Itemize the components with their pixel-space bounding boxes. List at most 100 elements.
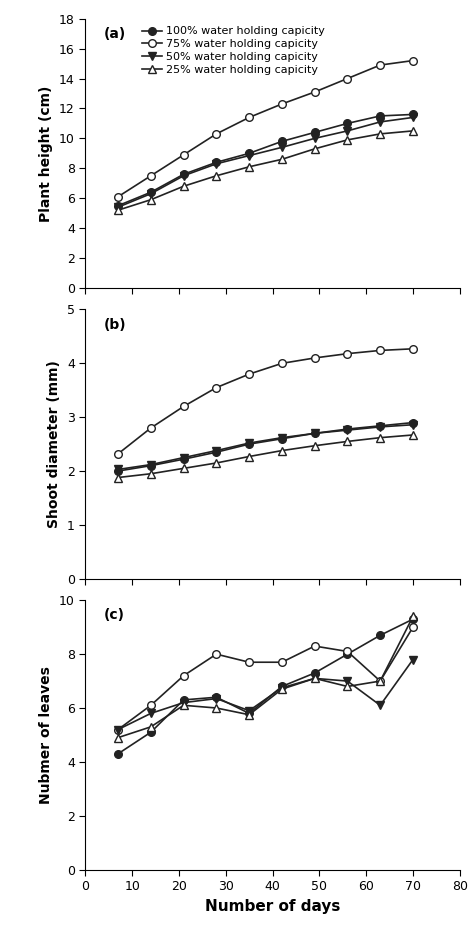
75% water holding capicity [279,656,285,668]
75% water holding capicity [279,358,285,369]
Line: 75% water holding capicity: 75% water holding capicity [114,345,417,457]
25% water holding capicity [115,732,121,743]
50% water holding capicity [213,445,219,456]
100% water holding capicity [312,668,318,679]
100% water holding capicity [148,726,154,738]
50% water holding capicity [181,697,186,708]
75% water holding capicity [279,98,285,109]
75% water holding capicity [345,348,350,359]
75% water holding capicity [410,343,416,354]
50% water holding capicity [312,673,318,684]
50% water holding capicity [181,452,186,463]
75% water holding capicity [246,656,252,668]
75% water holding capicity [115,191,121,202]
25% water holding capicity [213,170,219,181]
25% water holding capicity [279,153,285,165]
75% water holding capicity [377,60,383,71]
100% water holding capicity [213,692,219,703]
75% water holding capicity [115,448,121,459]
Line: 25% water holding capicity: 25% water holding capicity [114,612,417,741]
25% water holding capicity [410,125,416,137]
Text: (a): (a) [104,27,126,41]
75% water holding capicity [345,646,350,657]
25% water holding capicity [246,709,252,720]
Y-axis label: Shoot diameter (mm): Shoot diameter (mm) [47,360,61,528]
100% water holding capicity [181,453,186,465]
Legend: 100% water holding capicity, 75% water holding capicity, 50% water holding capic: 100% water holding capicity, 75% water h… [139,24,328,77]
50% water holding capicity [148,708,154,719]
25% water holding capicity [213,457,219,468]
Y-axis label: Nubmer of leaves: Nubmer of leaves [39,666,54,804]
25% water holding capicity [246,161,252,172]
50% water holding capicity [246,705,252,716]
25% water holding capicity [312,673,318,684]
100% water holding capicity [377,420,383,431]
50% water holding capicity [115,464,121,475]
100% water holding capicity [345,649,350,660]
25% water holding capicity [312,143,318,154]
25% water holding capicity [181,180,186,192]
75% water holding capicity [213,649,219,660]
50% water holding capicity [410,419,416,430]
100% water holding capicity [312,127,318,138]
100% water holding capicity [279,136,285,147]
50% water holding capicity [410,112,416,123]
50% water holding capicity [377,116,383,127]
50% water holding capicity [279,142,285,153]
25% water holding capicity [181,699,186,711]
100% water holding capicity [410,108,416,120]
100% water holding capicity [279,681,285,692]
75% water holding capicity [115,724,121,735]
25% water holding capicity [115,205,121,216]
50% water holding capicity [213,158,219,169]
50% water holding capicity [115,202,121,213]
50% water holding capicity [246,150,252,161]
75% water holding capicity [148,699,154,711]
75% water holding capicity [181,401,186,412]
100% water holding capicity [181,168,186,180]
25% water holding capicity [279,683,285,695]
100% water holding capicity [148,460,154,471]
75% water holding capicity [345,73,350,84]
50% water holding capicity [279,432,285,443]
50% water holding capicity [148,459,154,470]
50% water holding capicity [246,438,252,449]
75% water holding capicity [246,112,252,123]
75% water holding capicity [213,382,219,394]
50% water holding capicity [377,422,383,433]
25% water holding capicity [312,440,318,452]
25% water holding capicity [345,681,350,692]
Line: 100% water holding capicity: 100% water holding capicity [114,110,417,209]
50% water holding capicity [345,125,350,137]
100% water holding capicity [312,427,318,439]
25% water holding capicity [148,194,154,206]
100% water holding capicity [246,148,252,159]
75% water holding capicity [410,622,416,633]
75% water holding capicity [377,345,383,356]
75% water holding capicity [148,423,154,434]
75% water holding capicity [246,368,252,380]
75% water holding capicity [181,670,186,682]
Line: 50% water holding capicity: 50% water holding capicity [114,655,417,733]
100% water holding capicity [148,187,154,198]
100% water holding capicity [246,708,252,719]
Line: 100% water holding capicity: 100% water holding capicity [114,419,417,475]
25% water holding capicity [410,429,416,440]
25% water holding capicity [377,675,383,686]
75% water holding capicity [312,86,318,97]
Line: 25% water holding capicity: 25% water holding capicity [114,127,417,214]
50% water holding capicity [345,675,350,686]
100% water holding capicity [410,417,416,428]
50% water holding capicity [345,424,350,436]
Line: 75% water holding capicity: 75% water holding capicity [114,624,417,733]
100% water holding capicity [181,695,186,706]
100% water holding capicity [345,118,350,129]
Line: 50% water holding capicity: 50% water holding capicity [114,114,417,211]
50% water holding capicity [377,699,383,711]
50% water holding capicity [312,133,318,144]
100% water holding capicity [345,424,350,435]
75% water holding capicity [148,170,154,181]
75% water holding capicity [312,352,318,364]
50% water holding capicity [312,427,318,439]
100% water holding capicity [410,613,416,625]
